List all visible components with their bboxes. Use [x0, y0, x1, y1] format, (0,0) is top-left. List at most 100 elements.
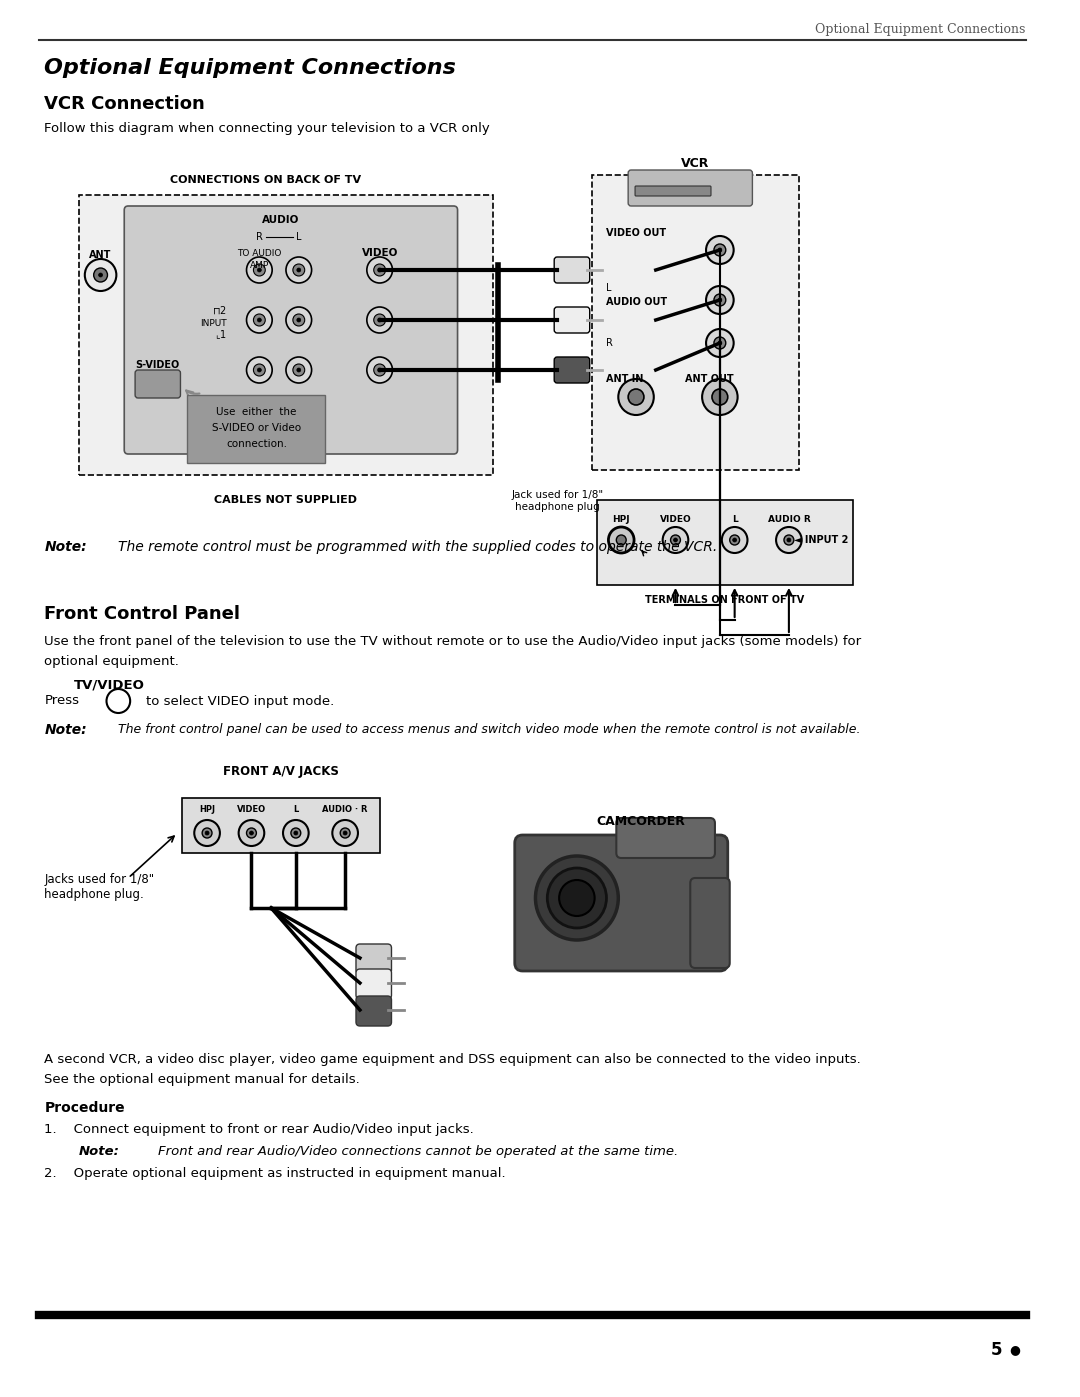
Circle shape — [618, 379, 653, 415]
Text: ●: ● — [1009, 1344, 1020, 1356]
Circle shape — [239, 820, 265, 847]
FancyBboxPatch shape — [124, 205, 458, 454]
Text: L: L — [732, 515, 738, 524]
Text: HPJ: HPJ — [612, 515, 630, 524]
Circle shape — [254, 365, 266, 376]
Text: Note:: Note: — [44, 541, 87, 555]
Text: AUDIO: AUDIO — [262, 215, 300, 225]
Circle shape — [608, 527, 634, 553]
Circle shape — [283, 820, 309, 847]
Circle shape — [617, 535, 626, 545]
Text: ANT: ANT — [90, 250, 111, 260]
Circle shape — [340, 828, 350, 838]
Circle shape — [706, 236, 733, 264]
FancyBboxPatch shape — [356, 944, 391, 974]
Circle shape — [367, 307, 392, 332]
Circle shape — [293, 314, 305, 326]
Text: ANT OUT: ANT OUT — [686, 374, 734, 384]
Text: VCR: VCR — [681, 156, 710, 170]
Circle shape — [706, 286, 733, 314]
Text: ANT IN: ANT IN — [607, 374, 644, 384]
Text: 5: 5 — [991, 1341, 1002, 1359]
Text: Jack used for 1/8"
headphone plug: Jack used for 1/8" headphone plug — [511, 490, 604, 511]
Circle shape — [293, 264, 305, 277]
Circle shape — [536, 856, 618, 940]
Text: S-VIDEO: S-VIDEO — [136, 360, 180, 370]
Circle shape — [784, 535, 794, 545]
Circle shape — [721, 527, 747, 553]
Text: L: L — [607, 284, 612, 293]
Circle shape — [194, 820, 220, 847]
Text: L: L — [293, 806, 298, 814]
Text: CABLES NOT SUPPLIED: CABLES NOT SUPPLIED — [215, 495, 357, 504]
Circle shape — [378, 319, 381, 321]
Text: The remote control must be programmed with the supplied codes to operate the VCR: The remote control must be programmed wi… — [119, 541, 717, 555]
Circle shape — [94, 268, 108, 282]
Text: to select VIDEO input mode.: to select VIDEO input mode. — [146, 694, 334, 707]
FancyBboxPatch shape — [187, 395, 325, 462]
Text: See the optional equipment manual for details.: See the optional equipment manual for de… — [44, 1073, 360, 1085]
Text: 1.    Connect equipment to front or rear Audio/Video input jacks.: 1. Connect equipment to front or rear Au… — [44, 1123, 474, 1136]
Circle shape — [548, 868, 607, 928]
Circle shape — [249, 831, 254, 835]
Circle shape — [254, 264, 266, 277]
FancyBboxPatch shape — [592, 175, 799, 469]
Circle shape — [732, 538, 737, 542]
Text: connection.: connection. — [226, 439, 287, 448]
Circle shape — [730, 535, 740, 545]
Circle shape — [718, 249, 721, 251]
Text: ◄ INPUT 2: ◄ INPUT 2 — [794, 535, 848, 545]
Text: Jacks used for 1/8"
headphone plug.: Jacks used for 1/8" headphone plug. — [44, 873, 154, 901]
Circle shape — [374, 314, 386, 326]
Text: Use  either  the: Use either the — [216, 407, 297, 416]
Circle shape — [254, 314, 266, 326]
FancyBboxPatch shape — [515, 835, 728, 971]
Text: Optional Equipment Connections: Optional Equipment Connections — [815, 24, 1026, 36]
Circle shape — [714, 337, 726, 349]
FancyBboxPatch shape — [554, 307, 590, 332]
Text: $\sqcap$2: $\sqcap$2 — [212, 305, 227, 316]
FancyArrowPatch shape — [186, 391, 200, 397]
Text: VIDEO OUT: VIDEO OUT — [607, 228, 666, 237]
Circle shape — [294, 831, 298, 835]
FancyBboxPatch shape — [554, 358, 590, 383]
Text: FRONT A/V JACKS: FRONT A/V JACKS — [224, 766, 339, 778]
Text: The front control panel can be used to access menus and switch video mode when t: The front control panel can be used to a… — [119, 724, 861, 736]
Circle shape — [663, 527, 688, 553]
FancyBboxPatch shape — [617, 819, 715, 858]
Text: L: L — [296, 232, 301, 242]
Circle shape — [718, 298, 721, 302]
Circle shape — [702, 379, 738, 415]
Circle shape — [777, 527, 801, 553]
Circle shape — [246, 828, 256, 838]
Circle shape — [367, 257, 392, 284]
Circle shape — [374, 264, 386, 277]
Circle shape — [246, 358, 272, 383]
Circle shape — [374, 365, 386, 376]
FancyArrowPatch shape — [642, 550, 647, 556]
FancyBboxPatch shape — [596, 500, 853, 585]
Circle shape — [378, 367, 381, 372]
Text: Front and rear Audio/Video connections cannot be operated at the same time.: Front and rear Audio/Video connections c… — [158, 1146, 678, 1158]
FancyBboxPatch shape — [183, 798, 380, 854]
Circle shape — [674, 538, 677, 542]
Circle shape — [293, 365, 305, 376]
Text: optional equipment.: optional equipment. — [44, 655, 179, 668]
Circle shape — [205, 831, 210, 835]
Text: Follow this diagram when connecting your television to a VCR only: Follow this diagram when connecting your… — [44, 122, 490, 136]
Circle shape — [98, 272, 103, 277]
Text: TERMINALS ON FRONT OF TV: TERMINALS ON FRONT OF TV — [645, 595, 805, 605]
FancyBboxPatch shape — [135, 370, 180, 398]
FancyBboxPatch shape — [690, 877, 730, 968]
Circle shape — [367, 358, 392, 383]
Text: VIDEO: VIDEO — [362, 249, 397, 258]
Text: VCR Connection: VCR Connection — [44, 95, 205, 113]
Circle shape — [291, 828, 300, 838]
Text: A second VCR, a video disc player, video game equipment and DSS equipment can al: A second VCR, a video disc player, video… — [44, 1053, 861, 1066]
Circle shape — [706, 330, 733, 358]
Text: VIDEO: VIDEO — [660, 515, 691, 524]
Circle shape — [629, 388, 644, 405]
Text: Optional Equipment Connections: Optional Equipment Connections — [44, 59, 456, 78]
Text: Front Control Panel: Front Control Panel — [44, 605, 241, 623]
Text: 2.    Operate optional equipment as instructed in equipment manual.: 2. Operate optional equipment as instruc… — [44, 1166, 507, 1180]
